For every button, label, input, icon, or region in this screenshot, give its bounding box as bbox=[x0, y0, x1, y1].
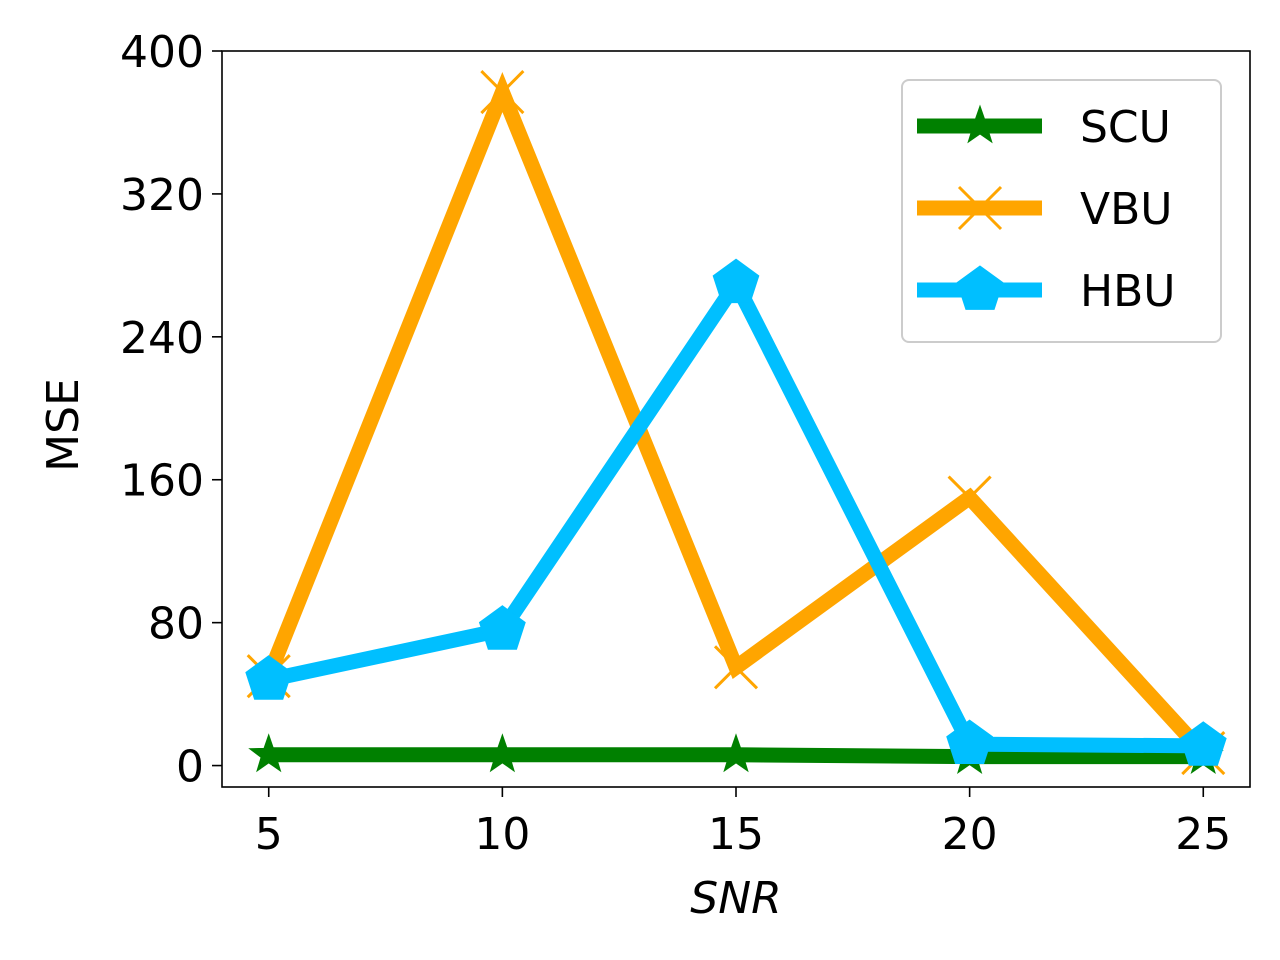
data-point-hbu bbox=[478, 605, 526, 650]
marker-x-stroke bbox=[480, 70, 525, 115]
data-point-scu bbox=[715, 733, 757, 773]
x-axis-label: SNR bbox=[690, 873, 781, 924]
legend-item-vbu: VBU bbox=[917, 184, 1173, 235]
data-point-vbu bbox=[947, 475, 992, 520]
legend-marker-scu bbox=[959, 104, 1001, 144]
series-hbu bbox=[245, 258, 1227, 766]
data-point-scu bbox=[248, 733, 290, 773]
y-tick-label: 400 bbox=[120, 27, 204, 78]
x-tick-label: 15 bbox=[708, 809, 764, 860]
axes: 5 10 15 20 25 0 80 160 240 320 400 bbox=[120, 27, 1251, 860]
legend: SCU VBU HBU bbox=[901, 79, 1222, 343]
x-tick-label: 25 bbox=[1175, 809, 1231, 860]
legend-marker-hbu bbox=[956, 265, 1004, 310]
x-tick-label: 10 bbox=[474, 809, 530, 860]
y-tick-label: 240 bbox=[120, 313, 204, 364]
y-tick-label: 80 bbox=[148, 599, 204, 650]
y-axis-label: MSE bbox=[38, 378, 89, 472]
y-tick-label: 160 bbox=[120, 456, 204, 507]
data-point-hbu bbox=[946, 719, 994, 764]
plot-area bbox=[245, 70, 1227, 776]
marker-x-stroke bbox=[713, 645, 759, 690]
data-point-vbu bbox=[713, 645, 759, 690]
x-tick-label: 5 bbox=[255, 809, 283, 860]
legend-item-scu: SCU bbox=[917, 102, 1171, 153]
y-tick-label: 0 bbox=[176, 742, 204, 793]
x-tick-label: 20 bbox=[942, 809, 998, 860]
legend-item-hbu: HBU bbox=[917, 265, 1175, 317]
data-point-scu bbox=[481, 733, 523, 773]
data-point-vbu bbox=[480, 70, 525, 115]
marker-x-stroke bbox=[957, 185, 1003, 231]
legend-label-vbu: VBU bbox=[1080, 184, 1173, 235]
marker-x-stroke bbox=[947, 475, 992, 520]
y-tick-label: 320 bbox=[120, 170, 204, 221]
legend-label-hbu: HBU bbox=[1080, 266, 1175, 317]
data-point-hbu bbox=[245, 655, 293, 700]
legend-marker-vbu bbox=[957, 185, 1003, 231]
legend-label-scu: SCU bbox=[1080, 102, 1171, 153]
data-point-hbu bbox=[1179, 721, 1227, 766]
data-point-hbu bbox=[712, 258, 760, 304]
